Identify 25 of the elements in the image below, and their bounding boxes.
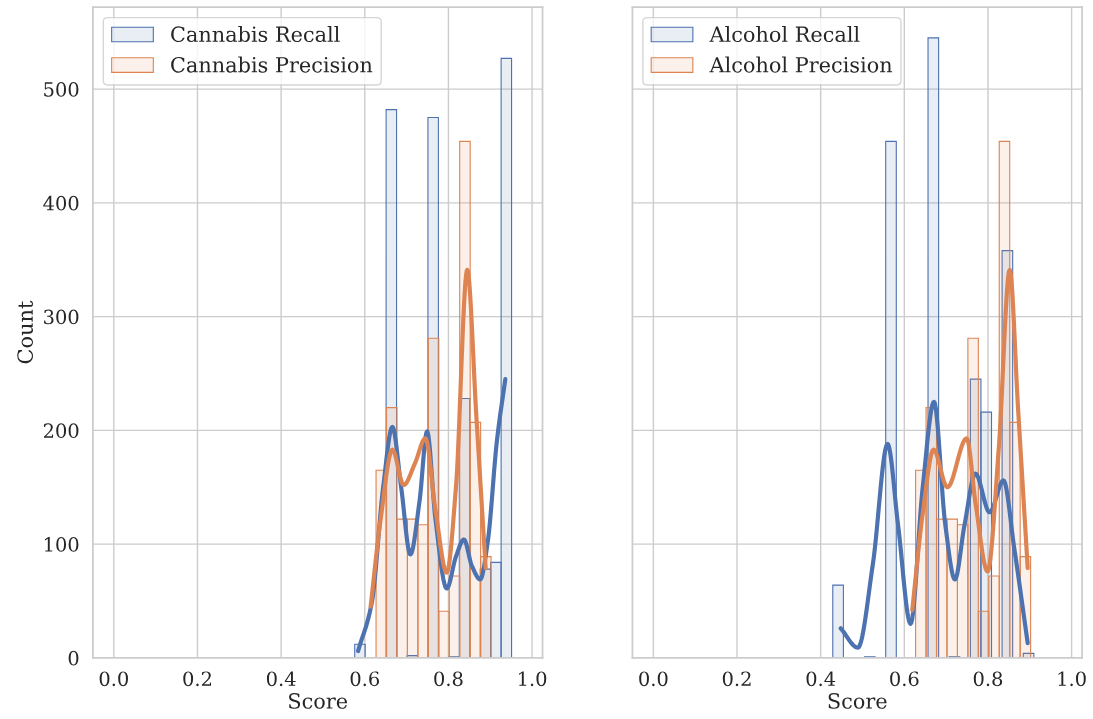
- x-tick-label: 0.2: [722, 671, 751, 687]
- y-axis-title: Count: [17, 300, 33, 364]
- x-tick-label: 0.2: [183, 671, 212, 687]
- x-tick-label: 0.4: [806, 671, 836, 687]
- y-tick-label: 400: [43, 195, 79, 211]
- x-tick-label: 0.6: [350, 671, 380, 687]
- legend-label: Cannabis Precision: [171, 56, 373, 73]
- y-tick-label: 0: [68, 650, 79, 666]
- x-tick-label: 0.6: [890, 671, 919, 687]
- x-tick-label: 1.0: [518, 671, 547, 687]
- legend-label: Cannabis Recall: [171, 25, 340, 43]
- y-tick-label: 100: [44, 537, 79, 552]
- x-tick-label: 0.8: [973, 671, 1003, 687]
- legend-label: Alcohol Precision: [709, 56, 893, 73]
- x-tick-label: 0.4: [266, 671, 296, 687]
- x-axis-title: Score: [828, 693, 887, 709]
- y-tick-label: 300: [44, 309, 79, 325]
- x-axis-title: Score: [289, 693, 348, 709]
- x-tick-label: 0.0: [639, 671, 668, 687]
- y-tick-label: 500: [44, 82, 79, 97]
- x-tick-label: 0.8: [434, 671, 463, 687]
- x-tick-label: 1.0: [1058, 671, 1086, 687]
- x-tick-label: 0.0: [99, 671, 128, 687]
- legend-label: Alcohol Recall: [709, 25, 860, 43]
- y-tick-label: 200: [43, 423, 79, 439]
